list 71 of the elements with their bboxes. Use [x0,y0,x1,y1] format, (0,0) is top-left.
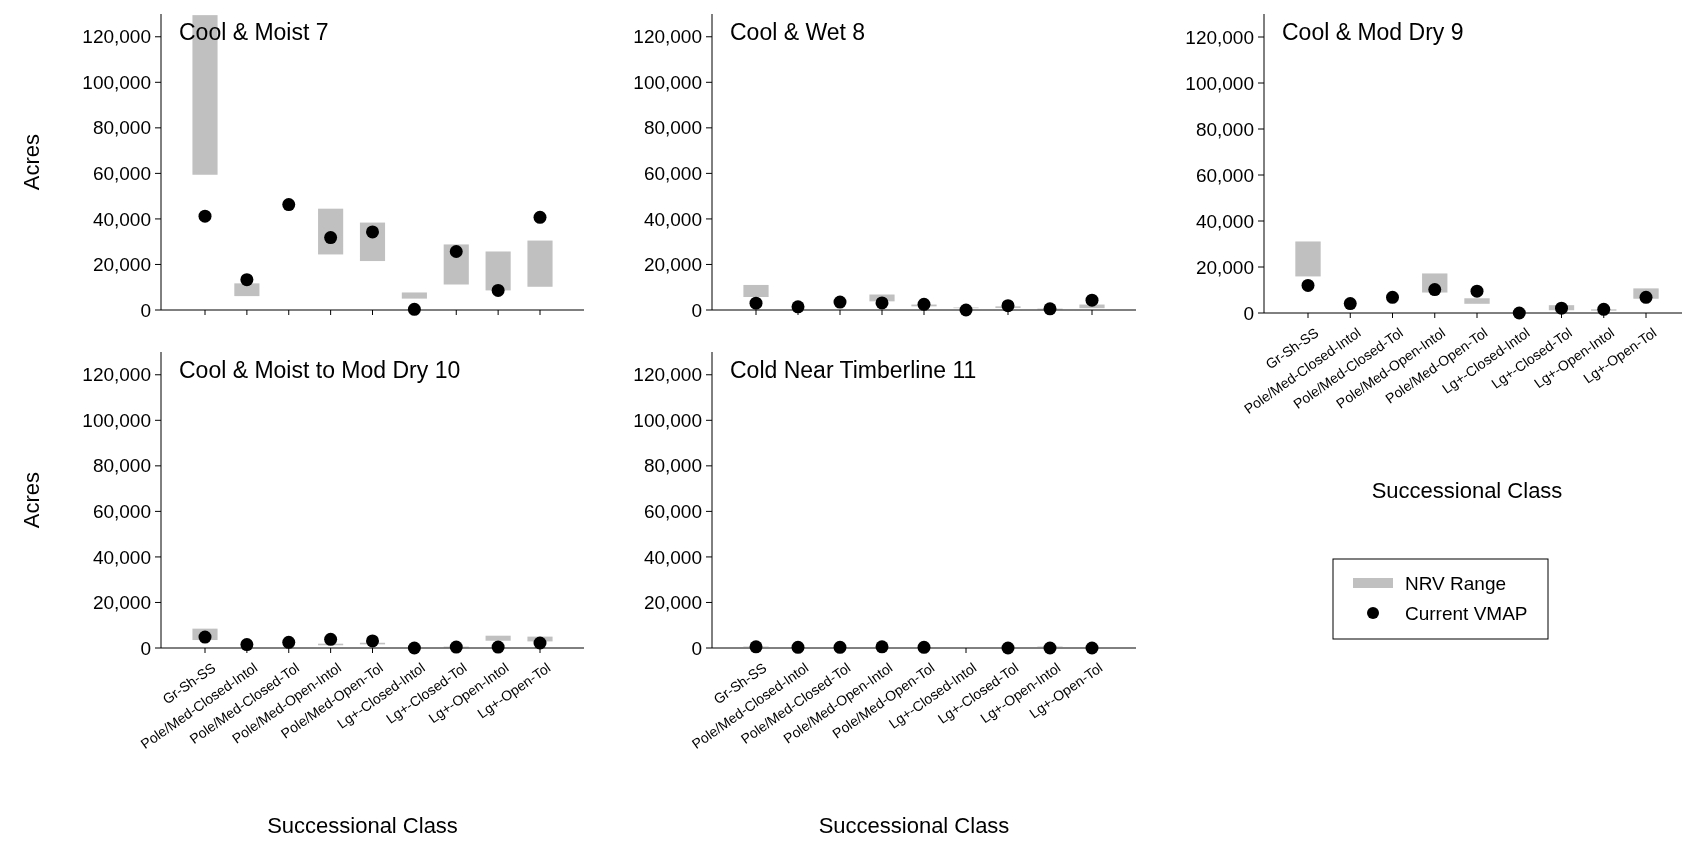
point [1343,297,1357,311]
legend-label: Current VMAP [1405,602,1528,624]
y-tick-label: 20,000 [643,254,702,276]
chart-title: Cool & Moist to Mod Dry 10 [179,357,461,383]
y-axis-title: Acres [19,471,44,529]
y-tick-label: 80,000 [92,117,151,139]
y-tick-label: 20,000 [643,592,702,614]
y-tick-label: 100,000 [82,409,151,431]
y-tick-label: 100,000 [82,71,151,93]
bar [527,240,553,287]
bar [743,284,769,298]
point [533,210,547,224]
x-axis-title: Successional Class [818,813,1010,838]
x-axis-title: Successional Class [267,813,458,838]
bar [485,251,511,291]
bar [401,292,427,299]
bar [234,283,260,297]
y-tick-label: 60,000 [643,501,702,523]
y-tick-label: 120,000 [633,364,702,386]
y-tick-label: 60,000 [92,163,151,185]
point [366,225,379,239]
bar [485,635,511,641]
bar [1464,298,1490,304]
point [240,273,254,287]
y-tick-label: 60,000 [1195,164,1254,186]
y-tick-label: 0 [140,299,151,321]
y-tick-label: 40,000 [92,546,151,568]
y-tick-label: 80,000 [1195,118,1254,140]
chart-title: Cool & Mod Dry 9 [1282,19,1464,45]
point [491,283,505,297]
point [1386,290,1399,304]
y-tick-label: 80,000 [643,455,702,477]
y-tick-label: 40,000 [1195,210,1254,232]
point [366,634,379,648]
y-tick-label: 80,000 [643,117,702,139]
y-tick-label: 100,000 [633,71,702,93]
chart-title: Cool & Moist 7 [179,19,329,45]
y-tick-label: 80,000 [92,455,151,477]
y-tick-label: 60,000 [643,163,702,185]
chart-title: Cold Near Timberline 11 [730,357,977,383]
y-tick-label: 120,000 [82,364,151,386]
chart-title: Cool & Wet 8 [730,19,866,45]
point [1639,290,1653,304]
point [1470,284,1484,298]
y-tick-label: 0 [691,299,702,321]
y-tick-label: 40,000 [643,546,702,568]
point [198,209,212,223]
y-tick-label: 60,000 [92,501,151,523]
legend-label: NRV Range [1405,572,1507,594]
y-axis-title: Acres [19,133,44,191]
y-tick-label: 20,000 [92,592,151,614]
y-tick-label: 100,000 [633,409,702,431]
y-tick-label: 0 [1243,302,1254,324]
x-axis-title: Successional Class [1371,478,1563,503]
y-tick-label: 120,000 [82,26,151,48]
point [198,630,212,644]
point [449,245,463,258]
point [1301,278,1315,292]
bar [1295,241,1321,277]
y-tick-label: 20,000 [92,254,151,276]
point [324,632,338,646]
y-tick-label: 120,000 [633,26,702,48]
y-tick-label: 40,000 [92,208,151,230]
y-tick-label: 100,000 [1185,72,1254,94]
y-tick-label: 0 [140,637,151,659]
y-tick-label: 120,000 [1185,26,1254,48]
point [282,198,296,212]
y-tick-label: 0 [691,637,702,659]
y-tick-label: 40,000 [643,208,702,230]
y-tick-label: 20,000 [1195,256,1254,278]
point [282,635,296,649]
